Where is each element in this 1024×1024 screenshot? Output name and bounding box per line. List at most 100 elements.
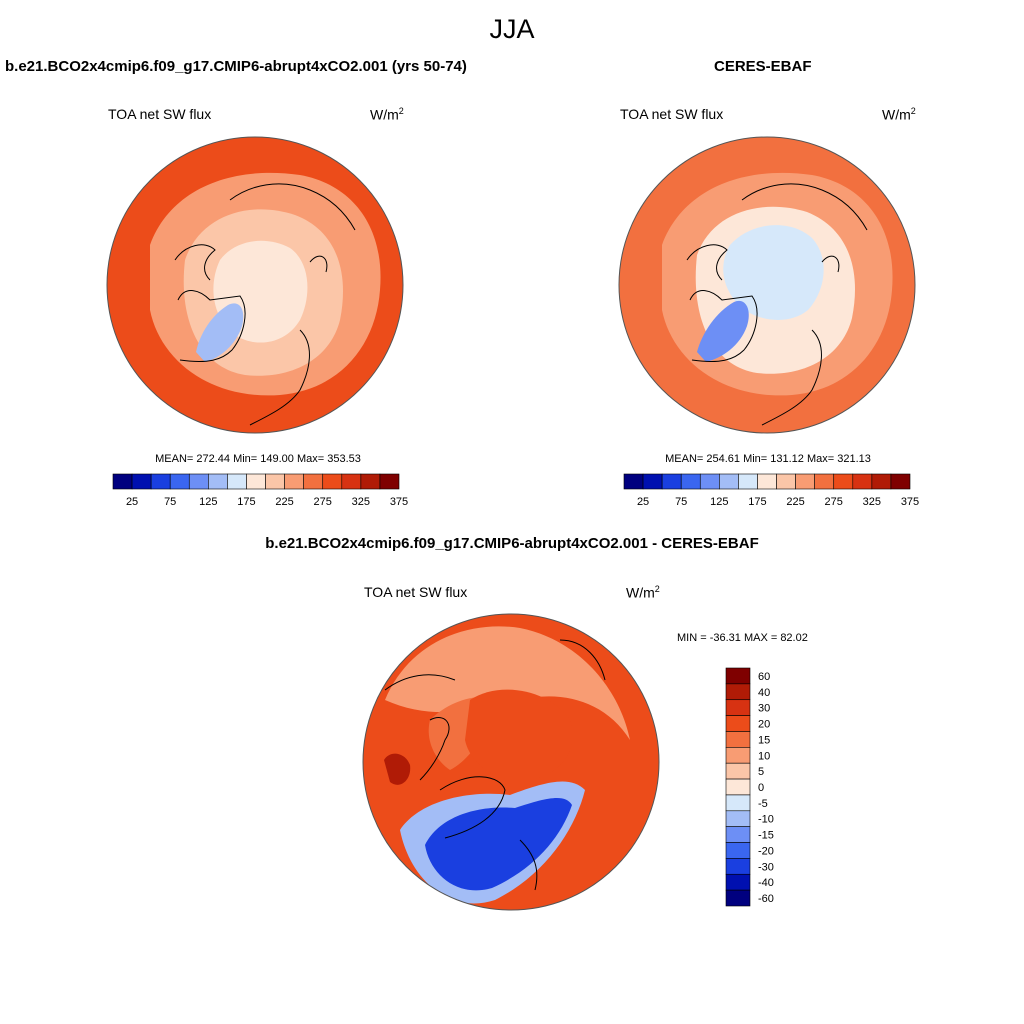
colorbar-tick-label: -30	[758, 861, 774, 873]
colorbar-box	[725, 715, 751, 732]
colorbar-box	[725, 778, 751, 796]
colorbar-box	[284, 473, 304, 490]
colorbar-box	[188, 473, 209, 490]
colorbar-box	[303, 473, 324, 490]
colorbar-tick-label: 175	[748, 496, 766, 508]
colorbar-box	[725, 683, 751, 701]
panel3-unit: W/m2	[626, 584, 660, 601]
colorbar-box	[725, 810, 751, 827]
map-diff-atlantic-negative	[425, 797, 572, 891]
colorbar-tick-label: -40	[758, 877, 774, 889]
map-ceres-coastline	[686, 183, 868, 426]
colorbar-tick-label: 275	[314, 496, 332, 508]
colorbar-difference	[725, 667, 751, 907]
map-ceres-greenland	[697, 300, 749, 362]
colorbar-tick-label: 125	[199, 496, 217, 508]
colorbar-box	[322, 473, 343, 490]
colorbar-box	[150, 473, 171, 490]
colorbar-box	[131, 473, 152, 490]
colorbar-tick-label: -20	[758, 845, 774, 857]
panel1-variable: TOA net SW flux	[108, 106, 212, 122]
panel3-variable: TOA net SW flux	[364, 584, 468, 600]
colorbar-tick-label: -10	[758, 814, 774, 826]
colorbar-ceres-labels: 25 75 125 175 225 275 325 375	[637, 496, 919, 508]
map-diff-coastline	[384, 639, 606, 891]
colorbar-tick-label: 75	[675, 496, 687, 508]
panel2-variable: TOA net SW flux	[620, 106, 724, 122]
colorbar-tick-label: -60	[758, 893, 774, 905]
map-difference	[363, 614, 659, 910]
colorbar-tick-label: 325	[863, 496, 881, 508]
colorbar-box	[852, 473, 873, 490]
colorbar-box	[265, 473, 285, 490]
panel1-stats: MEAN= 272.44 Min= 149.00 Max= 353.53	[155, 453, 361, 465]
colorbar-tick-label: -5	[758, 798, 768, 810]
colorbar-tick-label: 125	[710, 496, 728, 508]
colorbar-tick-label: 325	[352, 496, 370, 508]
colorbar-tick-label: 60	[758, 671, 770, 683]
colorbar-tick-label: 15	[758, 734, 770, 746]
colorbar-tick-label: 10	[758, 750, 770, 762]
colorbar-box	[725, 842, 751, 859]
colorbar-ceres	[623, 473, 911, 490]
colorbar-tick-label: 0	[758, 782, 764, 794]
colorbar-tick-label: 375	[390, 496, 408, 508]
colorbar-box	[725, 667, 751, 685]
map-diff-siberia-positive	[384, 753, 411, 785]
colorbar-box	[725, 889, 751, 907]
colorbar-model-labels: 25 75 125 175 225 275 325 375	[126, 496, 408, 508]
map-model-coastline	[174, 183, 356, 426]
colorbar-box	[725, 699, 751, 716]
figure-title: JJA	[489, 14, 535, 44]
colorbar-tick-label: 75	[164, 496, 176, 508]
colorbar-box	[795, 473, 815, 490]
colorbar-tick-label: 275	[825, 496, 843, 508]
map-diff-pole-field	[465, 689, 573, 781]
panel2-stats: MEAN= 254.61 Min= 131.12 Max= 321.13	[665, 453, 871, 465]
colorbar-box	[169, 473, 190, 490]
colorbar-box	[246, 473, 266, 490]
colorbar-tick-label: 40	[758, 687, 770, 699]
colorbar-tick-label: 20	[758, 719, 770, 731]
panel3-title: b.e21.BCO2x4cmip6.f09_g17.CMIP6-abrupt4x…	[265, 535, 759, 552]
map-model	[107, 137, 403, 433]
colorbar-box	[890, 473, 911, 490]
colorbar-box	[208, 473, 228, 490]
colorbar-box	[725, 873, 751, 891]
colorbar-tick-label: 225	[786, 496, 804, 508]
colorbar-model	[112, 473, 400, 490]
colorbar-tick-label: 25	[126, 496, 138, 508]
colorbar-box	[871, 473, 892, 490]
colorbar-box	[738, 473, 758, 490]
colorbar-box	[623, 473, 644, 490]
colorbar-tick-label: -15	[758, 830, 774, 842]
map-model-greenland	[196, 303, 244, 362]
map-ceres	[619, 137, 915, 433]
panel3-minmax: MIN = -36.31 MAX = 82.02	[677, 632, 808, 644]
colorbar-box	[776, 473, 796, 490]
colorbar-box	[725, 858, 751, 875]
colorbar-tick-label: 175	[237, 496, 255, 508]
colorbar-box	[719, 473, 739, 490]
colorbar-tick-label: 30	[758, 703, 770, 715]
colorbar-box	[360, 473, 381, 490]
colorbar-box	[341, 473, 362, 490]
colorbar-box	[833, 473, 854, 490]
colorbar-box	[725, 731, 751, 748]
colorbar-box	[725, 826, 751, 843]
colorbar-box	[642, 473, 663, 490]
colorbar-box	[814, 473, 835, 490]
colorbar-box	[699, 473, 720, 490]
colorbar-difference-labels: 60 40 30 20 15 10 5 0 -5 -10 -15 -20 -30 -40 -60	[758, 671, 774, 905]
colorbar-box	[680, 473, 701, 490]
colorbar-box	[227, 473, 247, 490]
panel2-unit: W/m2	[882, 106, 916, 123]
colorbar-box	[112, 473, 133, 490]
colorbar-tick-label: 25	[637, 496, 649, 508]
colorbar-box	[379, 473, 400, 490]
colorbar-box	[757, 473, 777, 490]
panel1-title: b.e21.BCO2x4cmip6.f09_g17.CMIP6-abrupt4x…	[5, 58, 467, 75]
panel2-title: CERES-EBAF	[714, 58, 812, 75]
colorbar-box	[725, 762, 751, 780]
